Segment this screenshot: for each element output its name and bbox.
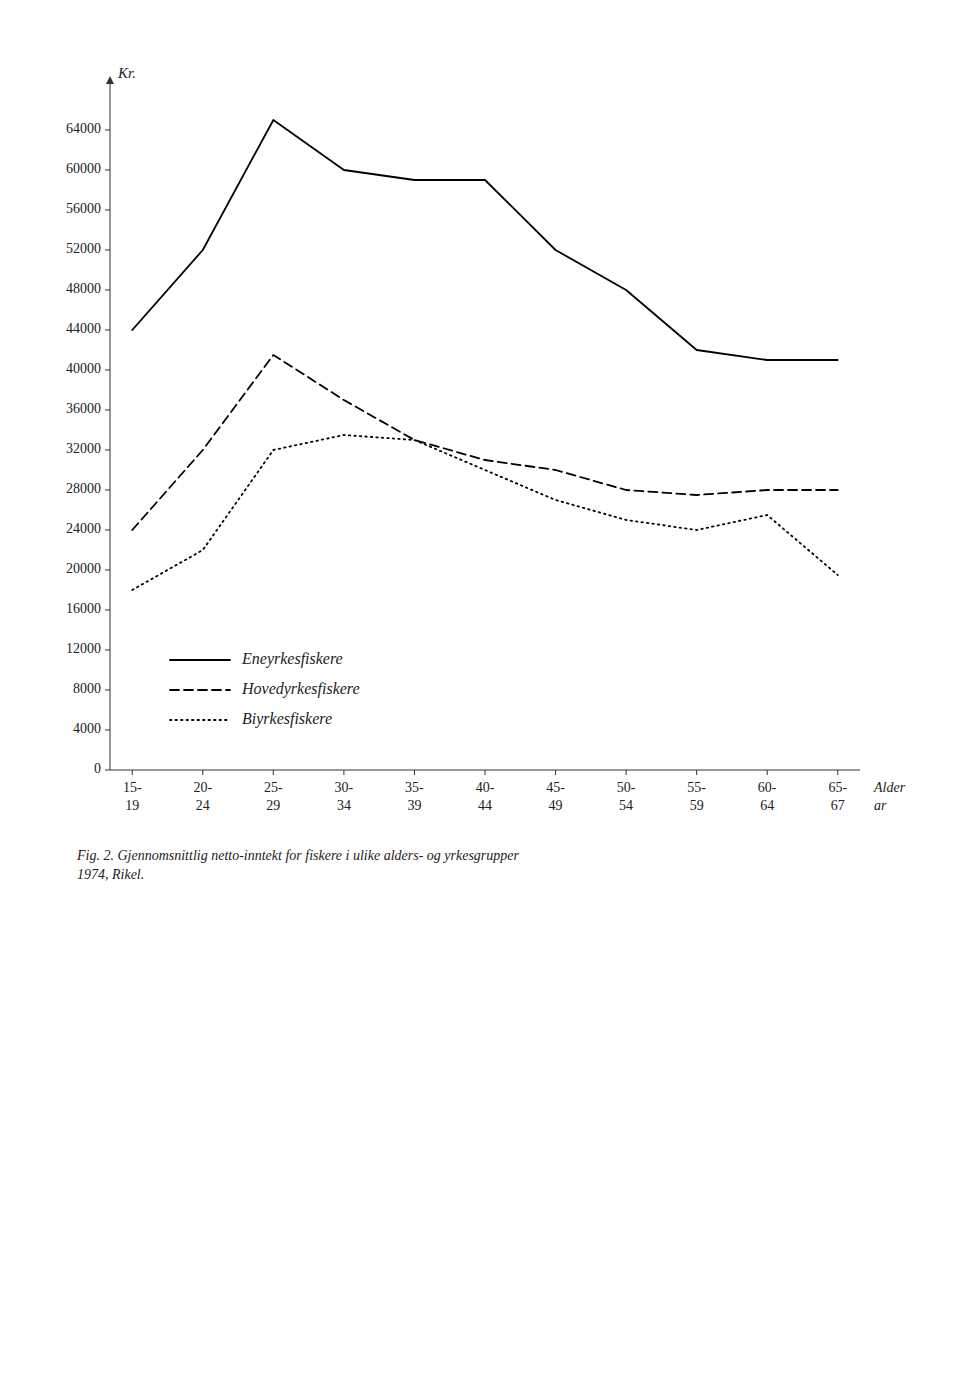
text-line: 39 (407, 798, 421, 813)
text-line: 67 (831, 798, 845, 813)
y-tick-label: 4000 (73, 721, 101, 736)
y-tick-label: 64000 (66, 121, 101, 136)
x-tick-label: 55-59 (687, 780, 706, 813)
y-tick (105, 730, 110, 731)
legend-label: Hovedyrkesfiskere (241, 680, 360, 698)
text-line: 40- (476, 780, 495, 795)
y-tick-label: 12000 (66, 641, 101, 656)
caption: Fig. 2. Gjennomsnittlig netto-inntekt fo… (76, 848, 520, 882)
text-line: 64 (760, 798, 774, 813)
x-tick-label: 45-49 (546, 780, 565, 813)
chart: 0 4000 8000 12000 16000 20000 24000 28000 32000 3… (0, 0, 960, 1394)
legend-swatch (170, 689, 230, 691)
text-line: 19 (125, 798, 139, 813)
x-tick (202, 770, 203, 775)
x-tick-label: 40-44 (476, 780, 495, 813)
y-tick (105, 370, 110, 371)
x-tick-label: 20-24 (193, 780, 212, 813)
y-tick-label: 0 (94, 761, 101, 776)
text-line: 35- (405, 780, 424, 795)
text-line: 60- (758, 780, 777, 795)
x-tick-label: 30-34 (335, 780, 354, 813)
y-tick-label: 32000 (66, 441, 101, 456)
legend: Eneyrkesfiskere Hovedyrkesfiskere Biyrkesf… (170, 650, 360, 728)
x-tick (837, 770, 838, 775)
series-line (132, 120, 838, 360)
x-tick (414, 770, 415, 775)
text-line: 20- (193, 780, 212, 795)
y-tick (105, 610, 110, 611)
text-line: 59 (690, 798, 704, 813)
y-tick-label: 16000 (66, 601, 101, 616)
text-line: 24 (196, 798, 210, 813)
y-tick-label: 52000 (66, 241, 101, 256)
x-tick (343, 770, 344, 775)
legend-label: Biyrkesfiskere (242, 710, 332, 728)
text-line: Fig. 2. Gjennomsnittlig netto-inntekt fo… (76, 848, 520, 863)
x-tick (767, 770, 768, 775)
x-tick-label: 35-39 (405, 780, 424, 813)
y-tick-label: 24000 (66, 521, 101, 536)
y-tick (105, 650, 110, 651)
background (0, 0, 960, 1394)
text-line: 25- (264, 780, 283, 795)
x-tick (485, 770, 486, 775)
y-tick (105, 250, 110, 251)
x-tick (626, 770, 627, 775)
text-line: 50- (617, 780, 636, 795)
legend-swatch (170, 719, 230, 721)
y-tick (105, 170, 110, 171)
legend-swatch (170, 659, 230, 661)
y-tick (105, 770, 110, 771)
y-tick (105, 490, 110, 491)
x-tick-label: 25-29 (264, 780, 283, 813)
x-tick-label: 50-54 (617, 780, 636, 813)
y-tick (105, 410, 110, 411)
text-line: 30- (335, 780, 354, 795)
x-tick (273, 770, 274, 775)
x-tick (555, 770, 556, 775)
text-line: 34 (337, 798, 351, 813)
y-tick-label: 40000 (66, 361, 101, 376)
x-tick (132, 770, 133, 775)
y-tick-label: 20000 (66, 561, 101, 576)
y-tick-label: 48000 (66, 281, 101, 296)
x-axis-label: Alder ar (873, 780, 906, 813)
y-tick (105, 530, 110, 531)
y-tick-label: 8000 (73, 681, 101, 696)
x-tick (696, 770, 697, 775)
y-axis-label: Kr. (117, 65, 136, 81)
text-line: 49 (549, 798, 563, 813)
y-tick-label: 44000 (66, 321, 101, 336)
plot-lines (132, 120, 838, 590)
text-line: Alder (873, 780, 906, 795)
y-tick (105, 690, 110, 691)
y-tick (105, 290, 110, 291)
text-line: 44 (478, 798, 492, 813)
y-axis-line (110, 80, 111, 770)
series-line (132, 435, 838, 590)
x-tick-label: 15-19 (123, 780, 142, 813)
text-line: 1974, Rikel. (77, 867, 144, 882)
y-tick (105, 210, 110, 211)
text-line: 29 (266, 798, 280, 813)
text-line: 54 (619, 798, 633, 813)
y-tick-label: 36000 (66, 401, 101, 416)
y-tick-label: 56000 (66, 201, 101, 216)
y-tick (105, 330, 110, 331)
text-line: ar (874, 798, 887, 813)
x-tick-label: 65-67 (828, 780, 847, 813)
text-line: 15- (123, 780, 142, 795)
legend-label: Eneyrkesfiskere (241, 650, 343, 668)
series-line (132, 355, 838, 530)
y-tick (105, 570, 110, 571)
y-tick-label: 60000 (66, 161, 101, 176)
text-line: 45- (546, 780, 565, 795)
text-line: 55- (687, 780, 706, 795)
text-line: 65- (828, 780, 847, 795)
y-tick (105, 130, 110, 131)
y-tick (105, 450, 110, 451)
x-tick-label: 60-64 (758, 780, 777, 813)
y-tick-label: 28000 (66, 481, 101, 496)
